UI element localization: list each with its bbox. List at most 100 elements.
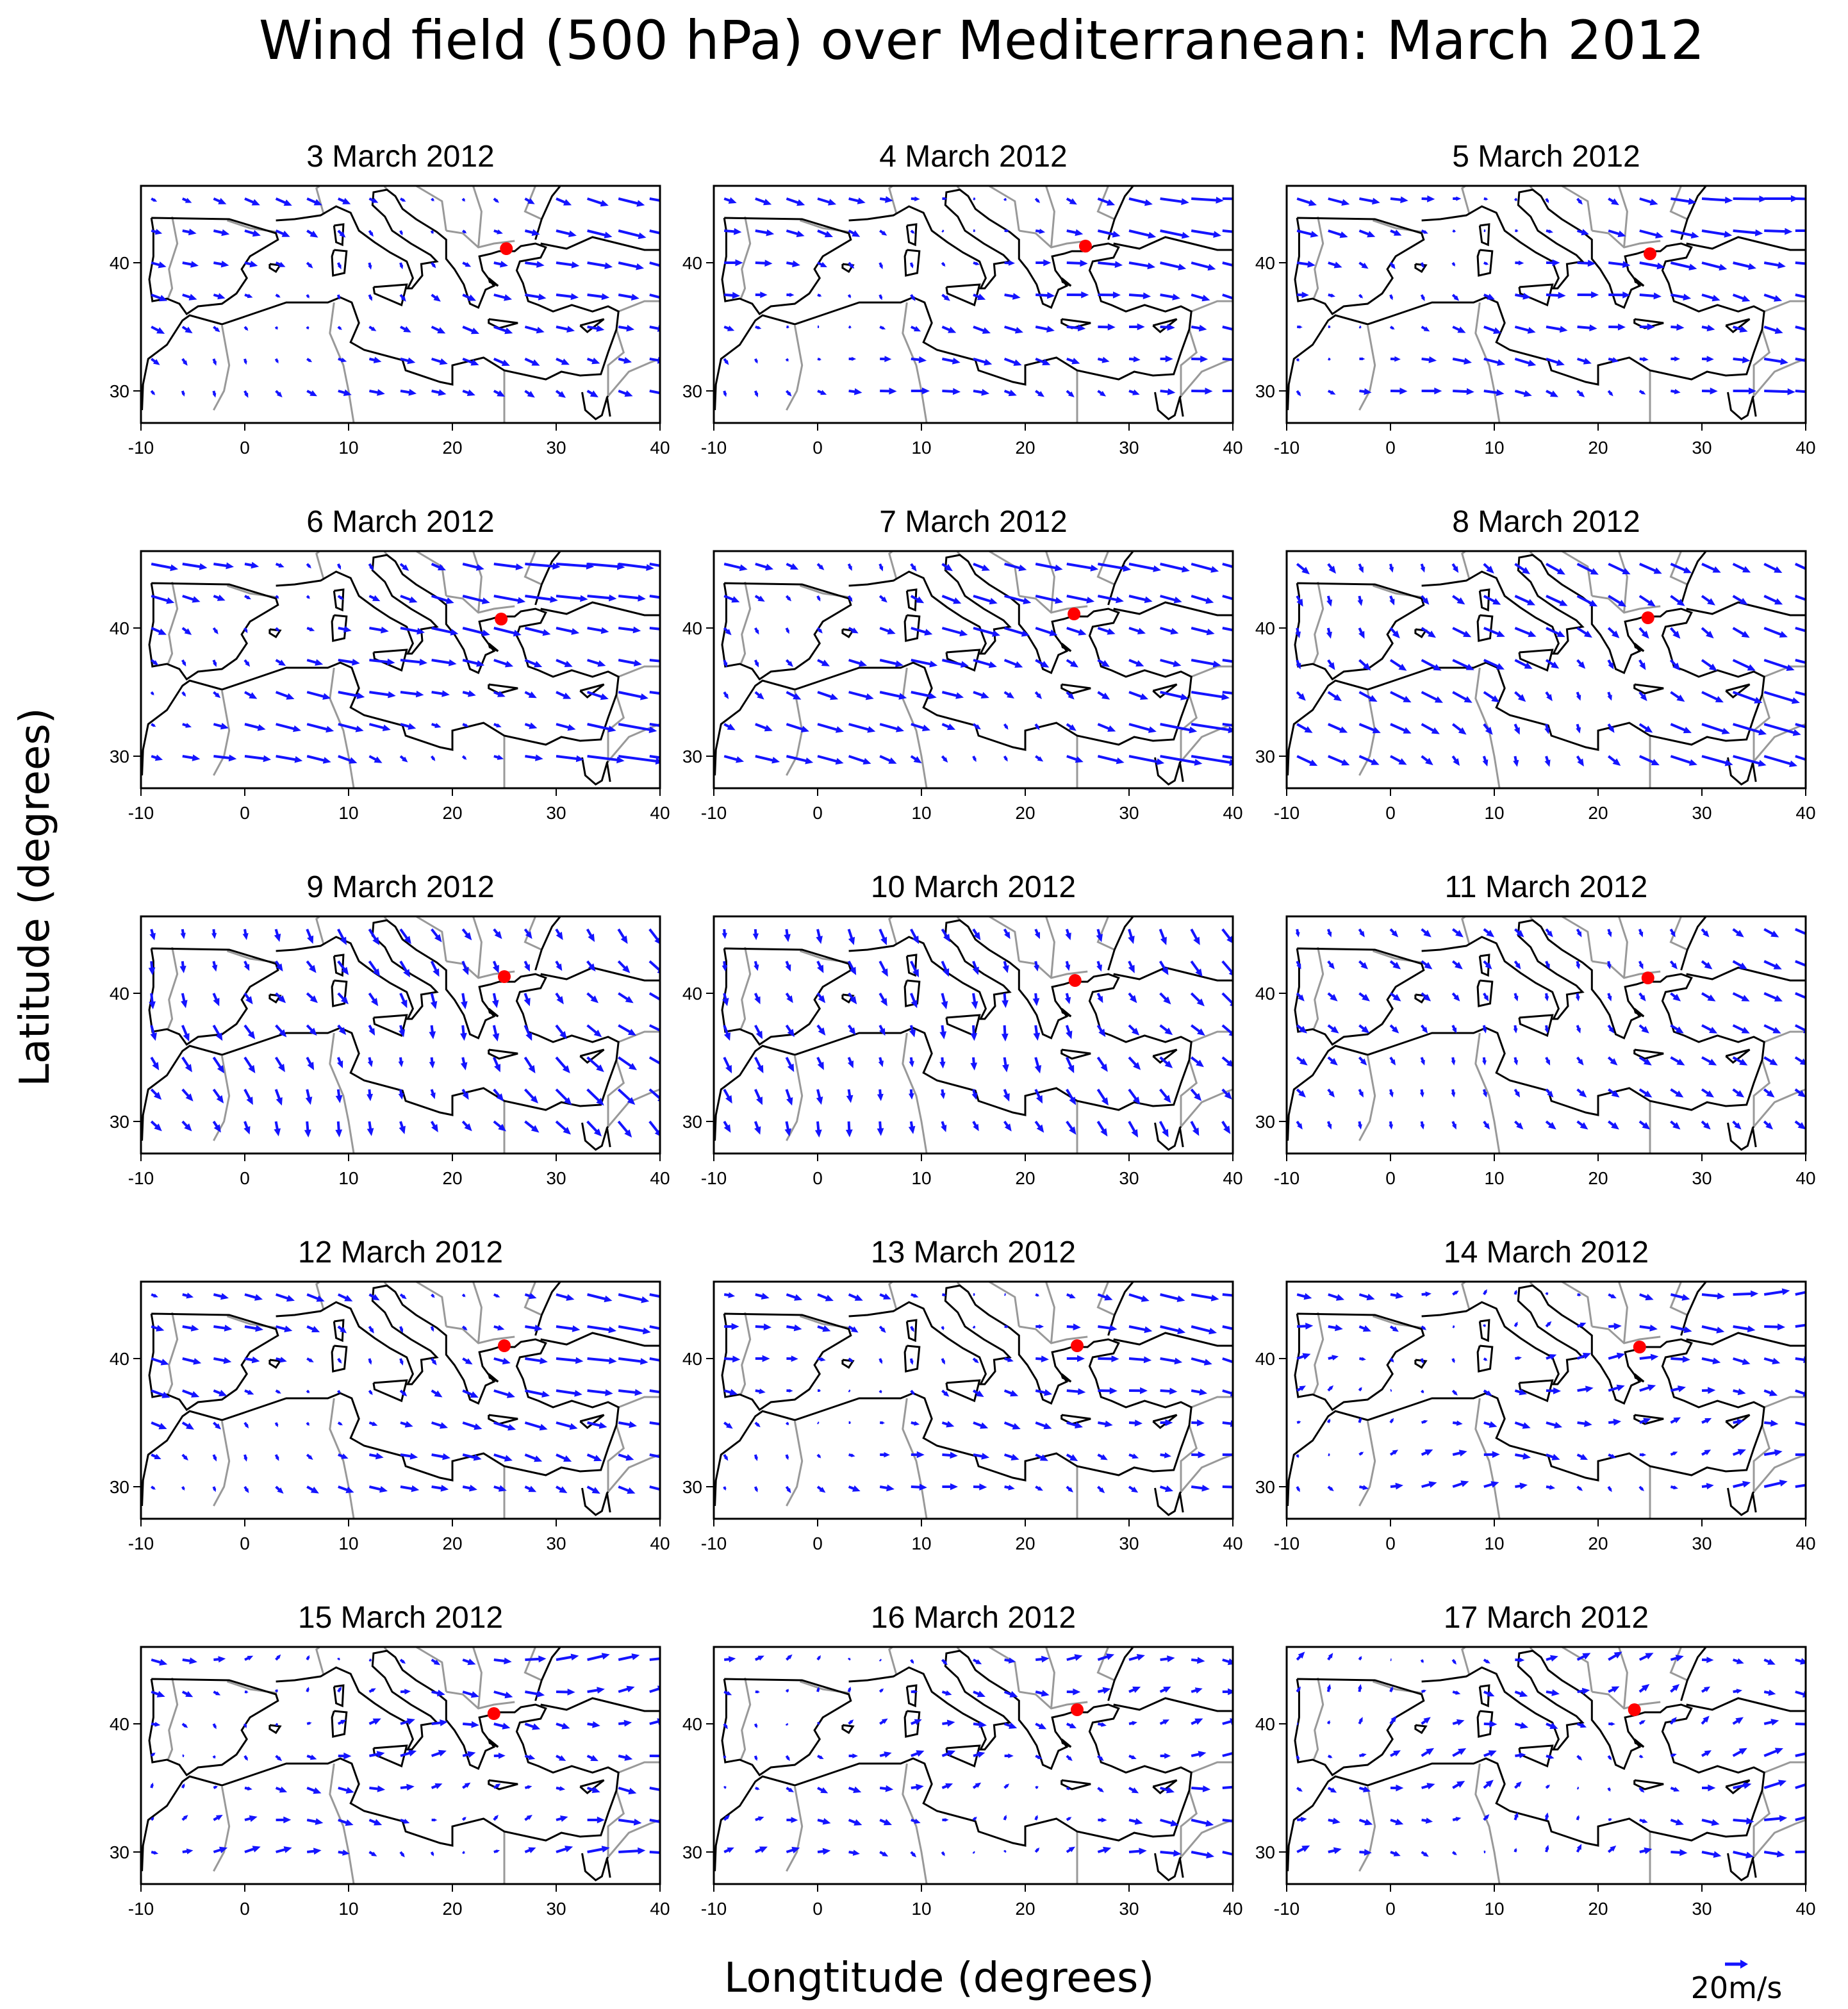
wind-arrow [1546,358,1565,366]
wind-arrow [431,723,441,728]
wind-arrow [306,1655,310,1660]
wind-arrow [1514,1389,1527,1396]
wind-arrow [972,1851,975,1854]
wind-arrow [816,1485,826,1493]
wind-arrow [524,691,537,699]
wind-arrow [1034,1815,1039,1821]
wind-arrow [1670,1451,1678,1456]
x-tick-label: 10 [1484,1899,1504,1919]
coastline [1680,1647,1708,1701]
x-tick-label: 30 [1119,1168,1139,1188]
country-border [329,1032,355,1153]
map-layer [714,916,1233,1153]
wind-arrow [399,293,406,302]
country-border [786,690,804,776]
wind-arrow [1191,1819,1214,1827]
wind-arrow [400,357,416,365]
wind-arrow [1451,1358,1455,1364]
wind-arrow [1577,1385,1594,1393]
island-outline [841,628,855,639]
wind-arrow [431,1658,441,1666]
wind-arrow [1702,1784,1716,1792]
wind-arrow [1670,1819,1684,1826]
country-border [902,1398,928,1519]
island-outline [1725,683,1751,699]
wind-arrow [1732,1717,1744,1725]
wind-panel: 7 March 2012 -10 0 10 20 30 40 30 40 [682,468,1291,823]
wind-arrow [911,1783,924,1791]
wind-arrow [400,197,406,202]
wind-arrow [212,627,219,634]
wind-arrow [1795,1291,1806,1296]
wind-arrow [306,1485,319,1494]
wind-arrow [1191,229,1221,238]
wind-arrow [1670,1787,1680,1792]
wind-arrow [649,293,660,299]
wind-arrow [1098,1817,1107,1823]
country-border [167,216,179,299]
wind-arrow [1096,1088,1109,1106]
wind-arrow [1421,755,1433,766]
country-border [524,186,542,220]
wind-arrow [1128,1293,1150,1302]
y-tick-label: 30 [682,1112,702,1132]
wind-arrow [1546,1354,1557,1360]
wind-arrow [1671,324,1685,331]
wind-panel: 13 March 2012 -10 0 10 20 30 40 30 40 [682,1198,1291,1553]
wind-arrow [618,691,648,700]
wind-arrow [879,1851,889,1856]
wind-arrow [941,1326,945,1330]
country-border [618,1030,660,1043]
island-outline [905,954,918,977]
island-outline [579,1779,605,1794]
wind-arrow [880,356,892,363]
wind-arrow [149,929,156,941]
wind-arrow [306,1024,317,1036]
wind-arrow [618,357,632,364]
wind-arrow [1795,723,1806,729]
wind-arrow [1607,1787,1611,1792]
wind-arrow [1191,1657,1205,1664]
coastline [721,1312,852,1412]
wind-arrow [1358,1417,1362,1423]
wind-arrow [1221,1056,1233,1067]
wind-arrow [1390,755,1407,765]
wind-arrow [462,1691,479,1698]
wind-arrow [182,754,201,761]
wind-arrow [556,358,570,365]
wind-arrow [1483,1780,1494,1789]
wind-arrow [1389,960,1401,970]
wind-arrow [306,627,315,632]
wind-arrow [755,260,773,267]
y-tick-label: 30 [682,1842,702,1862]
wind-arrow [785,358,789,362]
wind-arrow [1638,723,1653,733]
wind-arrow [1639,292,1662,300]
country-border [1044,551,1055,613]
wind-arrow [368,928,380,945]
wind-arrow [1191,1389,1208,1396]
wind-arrow [723,1057,732,1073]
wind-arrow [1296,961,1301,970]
island-outline [331,1344,348,1373]
wind-arrow [244,229,261,237]
wind-arrow [1421,1851,1429,1857]
wind-arrow [368,1421,378,1426]
wind-arrow [1608,1352,1625,1360]
wind-panel: 10 March 2012 -10 0 10 20 30 40 30 40 [682,833,1291,1188]
wind-arrow [1066,1388,1086,1395]
coastline [1727,1853,1754,1881]
wind-arrow [1764,388,1795,395]
wind-arrow [911,1818,921,1824]
wind-arrow [1096,961,1102,972]
wind-arrow [337,1357,342,1364]
wind-arrow [1389,1089,1394,1098]
wind-arrow [586,1786,600,1793]
wind-arrow [587,723,616,732]
wind-arrow [754,691,764,700]
wind-arrow [213,326,220,333]
x-tick-label: 10 [911,1168,931,1188]
wind-arrow [493,595,526,604]
wind-arrow [1191,387,1213,395]
coastline [1686,236,1806,251]
